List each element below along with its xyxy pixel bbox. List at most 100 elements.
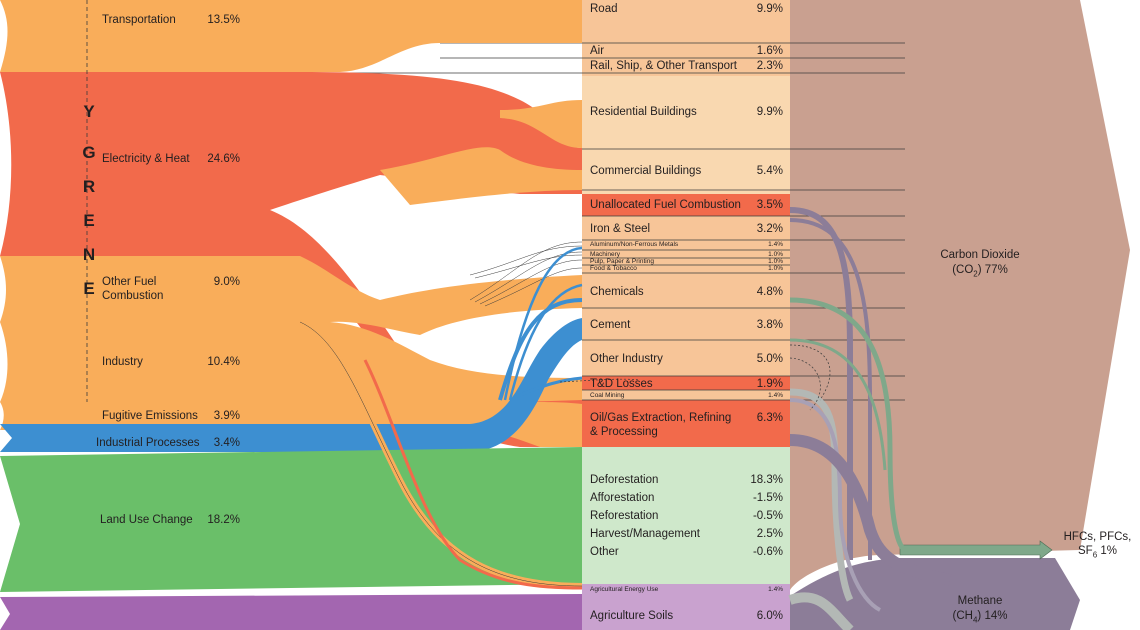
gas-ch4-prefix: (CH: [952, 610, 973, 622]
ag-energy-flow-outline: [299, 321, 583, 587]
energy-letter: G: [82, 143, 96, 162]
gas-co2-sub: 2: [973, 269, 978, 279]
end-use-label-pulp-paper: Pulp, Paper & Printing: [590, 258, 654, 265]
end-use-label-machinery: Machinery: [590, 251, 620, 258]
ag-soils-block: [582, 594, 790, 630]
sector-label-other-fuel: Other Fuel Combustion: [102, 276, 164, 302]
oil-gas-block: [582, 400, 790, 447]
end-use-value-air: 1.6%: [756, 45, 783, 57]
end-use-label-coal-mining: Coal Mining: [590, 392, 625, 399]
commercial-flow: [380, 147, 582, 205]
gas-hfc-prefix: SF: [1078, 545, 1093, 557]
dotted-connectors: [559, 344, 831, 411]
land-use-band: [0, 447, 582, 592]
sector-value-electricity: 24.6%: [207, 153, 240, 165]
sector-value-land-use: 18.2%: [207, 514, 240, 526]
end-use-label-other-industry: Other Industry: [590, 353, 663, 365]
energy-letter: N: [82, 245, 96, 264]
gas-ch4-line1: Methane: [957, 595, 1003, 607]
end-use-value-machinery: 1.0%: [768, 251, 783, 258]
sector-label-fugitive: Fugitive Emissions: [102, 410, 198, 422]
end-use-value-iron-steel: 3.2%: [756, 223, 783, 235]
sector-label-industrial-processes: Industrial Processes: [96, 437, 200, 449]
end-use-label-unallocated: Unallocated Fuel Combustion: [590, 199, 741, 211]
gas-ch4-line2: (CH4) 14%: [925, 609, 1035, 627]
end-use-label-residential: Residential Buildings: [590, 106, 697, 118]
gas-co2-line2: (CO2) 77%: [920, 263, 1040, 281]
end-use-value-reforestation: -0.5%: [752, 510, 783, 522]
unallocated-block: [582, 194, 790, 216]
sector-value-fugitive: 3.9%: [213, 410, 240, 422]
sector-value-industry: 10.4%: [207, 356, 240, 368]
end-use-value-chemicals: 4.8%: [756, 286, 783, 298]
gas-label-hfc: HFCs, PFCs, SF6 1%: [1055, 530, 1140, 562]
end-use-label-other: Other: [590, 546, 619, 558]
other-fuel-band: [0, 256, 582, 335]
end-use-value-aluminum: 1.4%: [768, 241, 783, 248]
end-use-value-harvest: 2.5%: [756, 528, 783, 540]
gas-connectors: [788, 207, 952, 630]
gas-label-ch4: Methane (CH4) 14%: [925, 594, 1035, 627]
sector-label-electricity: Electricity & Heat: [102, 153, 190, 165]
industry-uses-block: [582, 216, 790, 376]
end-use-value-ag-soils: 6.0%: [756, 610, 783, 622]
end-use-label-rail: Rail, Ship, & Other Transport: [590, 60, 738, 72]
sector-value-other-fuel: 9.0%: [213, 276, 240, 288]
co2-band-bg: [790, 0, 800, 560]
residential-flow: [500, 100, 582, 148]
end-use-value-ag-energy: 1.4%: [768, 586, 783, 593]
gas-ch4-suffix: ) 14%: [977, 610, 1008, 622]
sector-value-transportation: 13.5%: [207, 14, 240, 26]
energy-letter: E: [83, 211, 95, 230]
end-use-value-unallocated: 3.5%: [756, 199, 783, 211]
end-use-label-aluminum: Aluminum/Non-Ferrous Metals: [590, 241, 679, 248]
sector-label-land-use: Land Use Change: [100, 514, 193, 526]
gas-hfc-line2: SF6 1%: [1055, 544, 1140, 562]
end-use-value-commercial: 5.4%: [756, 165, 783, 177]
ag-electricity-flow: [363, 359, 583, 590]
end-use-label-ag-soils: Agriculture Soils: [590, 610, 674, 622]
hfc-arrow: [899, 540, 1053, 560]
end-use-label-road: Road: [590, 3, 618, 15]
energy-letter: Y: [83, 102, 95, 121]
end-use-value-pulp-paper: 1.0%: [768, 258, 783, 265]
transportation-band: [0, 0, 582, 72]
end-use-label-oil-gas: Oil/Gas Extraction, Refining & Processin…: [590, 412, 732, 438]
sector-label-industry: Industry: [102, 356, 143, 368]
energy-letter: E: [83, 279, 95, 298]
process-flows: [498, 246, 583, 401]
gas-hfc-suffix: 1%: [1097, 545, 1117, 557]
end-use-value-deforestation: 18.3%: [750, 474, 783, 486]
end-use-value-road: 9.9%: [756, 3, 783, 15]
end-use-label-ag-energy: Agricultural Energy Use: [590, 586, 659, 593]
end-use-label-reforestation: Reforestation: [590, 510, 659, 522]
end-use-value-oil-gas: 6.3%: [756, 412, 783, 424]
industry-band: [0, 322, 582, 402]
end-use-label-harvest: Harvest/Management: [590, 528, 700, 540]
end-use-value-afforestation: -1.5%: [752, 492, 783, 504]
end-use-label-td-losses: T&D Losses: [590, 378, 653, 390]
coal-mining-block: [582, 390, 790, 400]
gas-co2-suffix: ) 77%: [977, 264, 1008, 276]
end-use-label-cement: Cement: [590, 319, 631, 331]
gas-hfc-sub: 6: [1092, 550, 1098, 560]
energy-letter: R: [82, 177, 96, 196]
co2-arrow: [790, 0, 1130, 590]
agriculture-band: [0, 594, 582, 630]
end-use-label-commercial: Commercial Buildings: [590, 165, 702, 177]
gas-hfc-line1: HFCs, PFCs,: [1063, 531, 1132, 543]
land-use-uses-block: [582, 447, 790, 584]
end-use-value-other-industry: 5.0%: [756, 353, 783, 365]
end-use-label-afforestation: Afforestation: [590, 492, 655, 504]
end-use-value-cement: 3.8%: [756, 319, 783, 331]
industrial-processes-band: [0, 318, 582, 452]
end-use-value-td-losses: 1.9%: [756, 378, 783, 390]
end-use-label-iron-steel: Iron & Steel: [590, 223, 651, 235]
ag-energy-block: [582, 584, 790, 594]
gas-co2-line1: Carbon Dioxide: [940, 249, 1020, 261]
transport-uses-block: [582, 0, 790, 76]
sector-value-industrial-processes: 3.4%: [213, 437, 240, 449]
end-use-label-food-tobacco: Food & Tobacco: [590, 265, 637, 272]
